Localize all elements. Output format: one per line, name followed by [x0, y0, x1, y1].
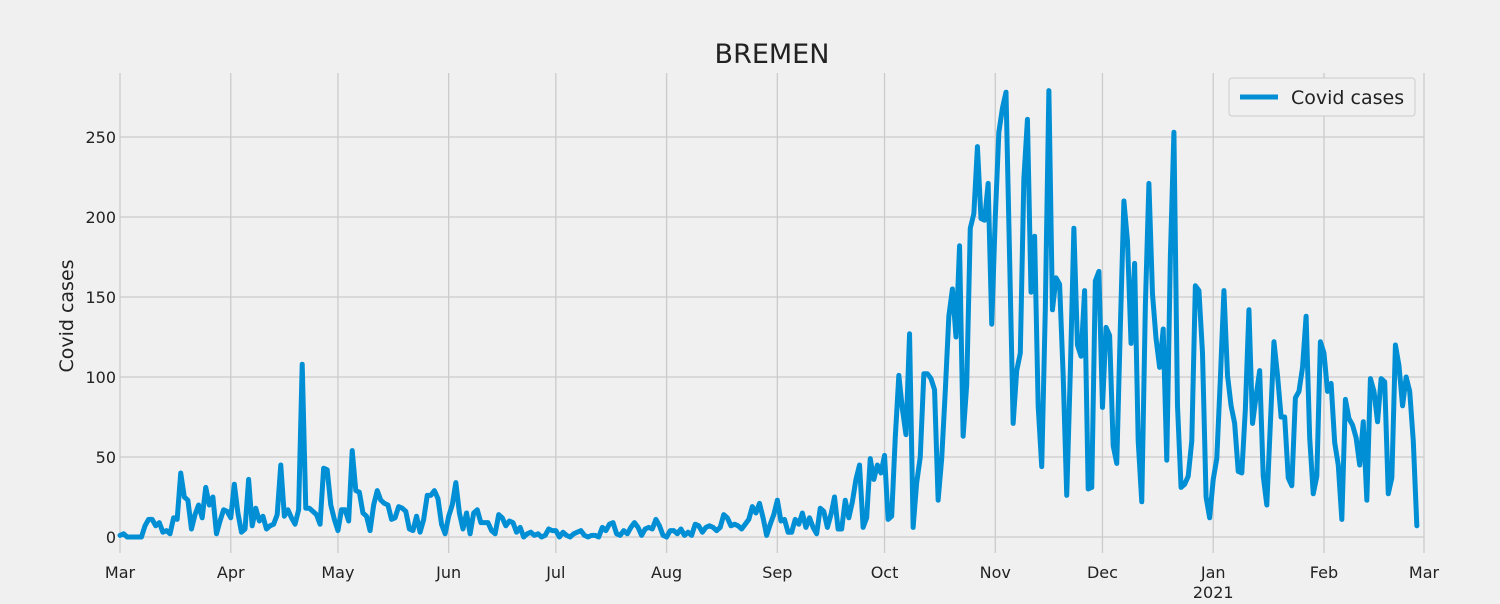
- y-tick-label: 250: [85, 128, 116, 147]
- y-axis-label: Covid cases: [56, 259, 78, 372]
- x-tick-label: May: [321, 563, 354, 582]
- y-tick-label: 150: [85, 288, 116, 307]
- x-tick-label: Dec: [1087, 563, 1118, 582]
- axis-labels: 0 50 100 150 200 250 Mar Apr May Jun Jul Aug Sep Oct N…: [85, 128, 1440, 602]
- legend: Covid cases: [1228, 77, 1416, 117]
- x-tick-label: Jul: [545, 563, 565, 582]
- x-tick-label: Jan: [1200, 563, 1226, 582]
- legend-label: Covid cases: [1291, 87, 1404, 109]
- x-tick-label: Jun: [435, 563, 461, 582]
- legend-frame: [1228, 77, 1416, 117]
- y-tick-label: 200: [85, 208, 116, 227]
- x-tick-year-label: 2021: [1193, 583, 1234, 600]
- series-line-covid-cases: [117, 88, 1420, 540]
- series-layer: [117, 88, 1420, 540]
- y-tick-label: 100: [85, 368, 116, 387]
- x-tick-label: Sep: [762, 563, 792, 582]
- grid-lines: [119, 73, 1425, 553]
- x-tick-label: Apr: [217, 563, 245, 582]
- x-tick-label: Feb: [1310, 563, 1338, 582]
- chart-title: BREMEN: [715, 39, 830, 70]
- y-tick-label: 0: [106, 528, 116, 547]
- x-tick-label: Mar: [1409, 563, 1440, 582]
- x-tick-label: Oct: [871, 563, 899, 582]
- x-tick-label: Aug: [651, 563, 682, 582]
- x-tick-label: Mar: [105, 563, 136, 582]
- y-tick-label: 50: [96, 448, 116, 467]
- x-tick-label: Nov: [980, 563, 1011, 582]
